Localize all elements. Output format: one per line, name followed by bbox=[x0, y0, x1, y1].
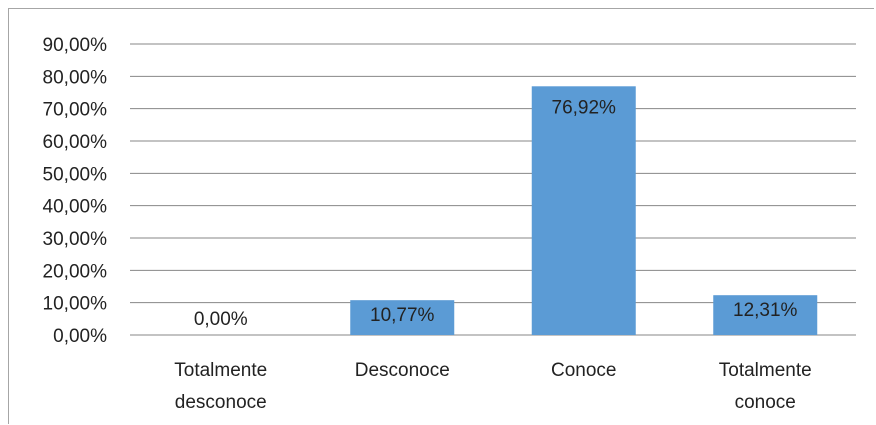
bar bbox=[350, 300, 455, 335]
category-label: Totalmente bbox=[719, 360, 812, 381]
y-tick-label: 90,00% bbox=[43, 35, 108, 56]
y-tick-label: 50,00% bbox=[43, 164, 108, 185]
y-tick-label: 20,00% bbox=[43, 261, 108, 282]
y-tick-label: 70,00% bbox=[43, 100, 108, 121]
gridlines bbox=[130, 43, 856, 336]
data-label: 0,00% bbox=[194, 309, 248, 330]
category-label: conoce bbox=[735, 392, 796, 413]
bars bbox=[350, 86, 818, 336]
y-tick-label: 30,00% bbox=[43, 229, 108, 250]
category-label: desconoce bbox=[175, 392, 267, 413]
y-tick-label: 60,00% bbox=[43, 132, 108, 153]
data-labels: 0,00% 10,77% 76,92% 12,31% bbox=[194, 97, 798, 330]
chart-frame bbox=[8, 8, 874, 424]
bar bbox=[713, 295, 818, 335]
data-label: 12,31% bbox=[733, 300, 798, 321]
category-label: Desconoce bbox=[355, 360, 450, 381]
data-label: 10,77% bbox=[370, 305, 435, 326]
x-axis-category-labels: Totalmente desconoce Desconoce Conoce Totalm… bbox=[174, 360, 811, 413]
y-tick-label: 40,00% bbox=[43, 197, 108, 218]
category-label: Conoce bbox=[551, 360, 617, 381]
bar bbox=[531, 86, 636, 336]
y-axis-tick-labels: 0,00% 10,00% 20,00% 30,00% 40,00% 50,00% 60,00… bbox=[43, 35, 108, 347]
data-label: 76,92% bbox=[552, 97, 617, 118]
category-label: Totalmente bbox=[174, 360, 267, 381]
y-tick-label: 80,00% bbox=[43, 67, 108, 88]
y-tick-label: 0,00% bbox=[53, 326, 107, 347]
y-tick-label: 10,00% bbox=[43, 294, 108, 315]
